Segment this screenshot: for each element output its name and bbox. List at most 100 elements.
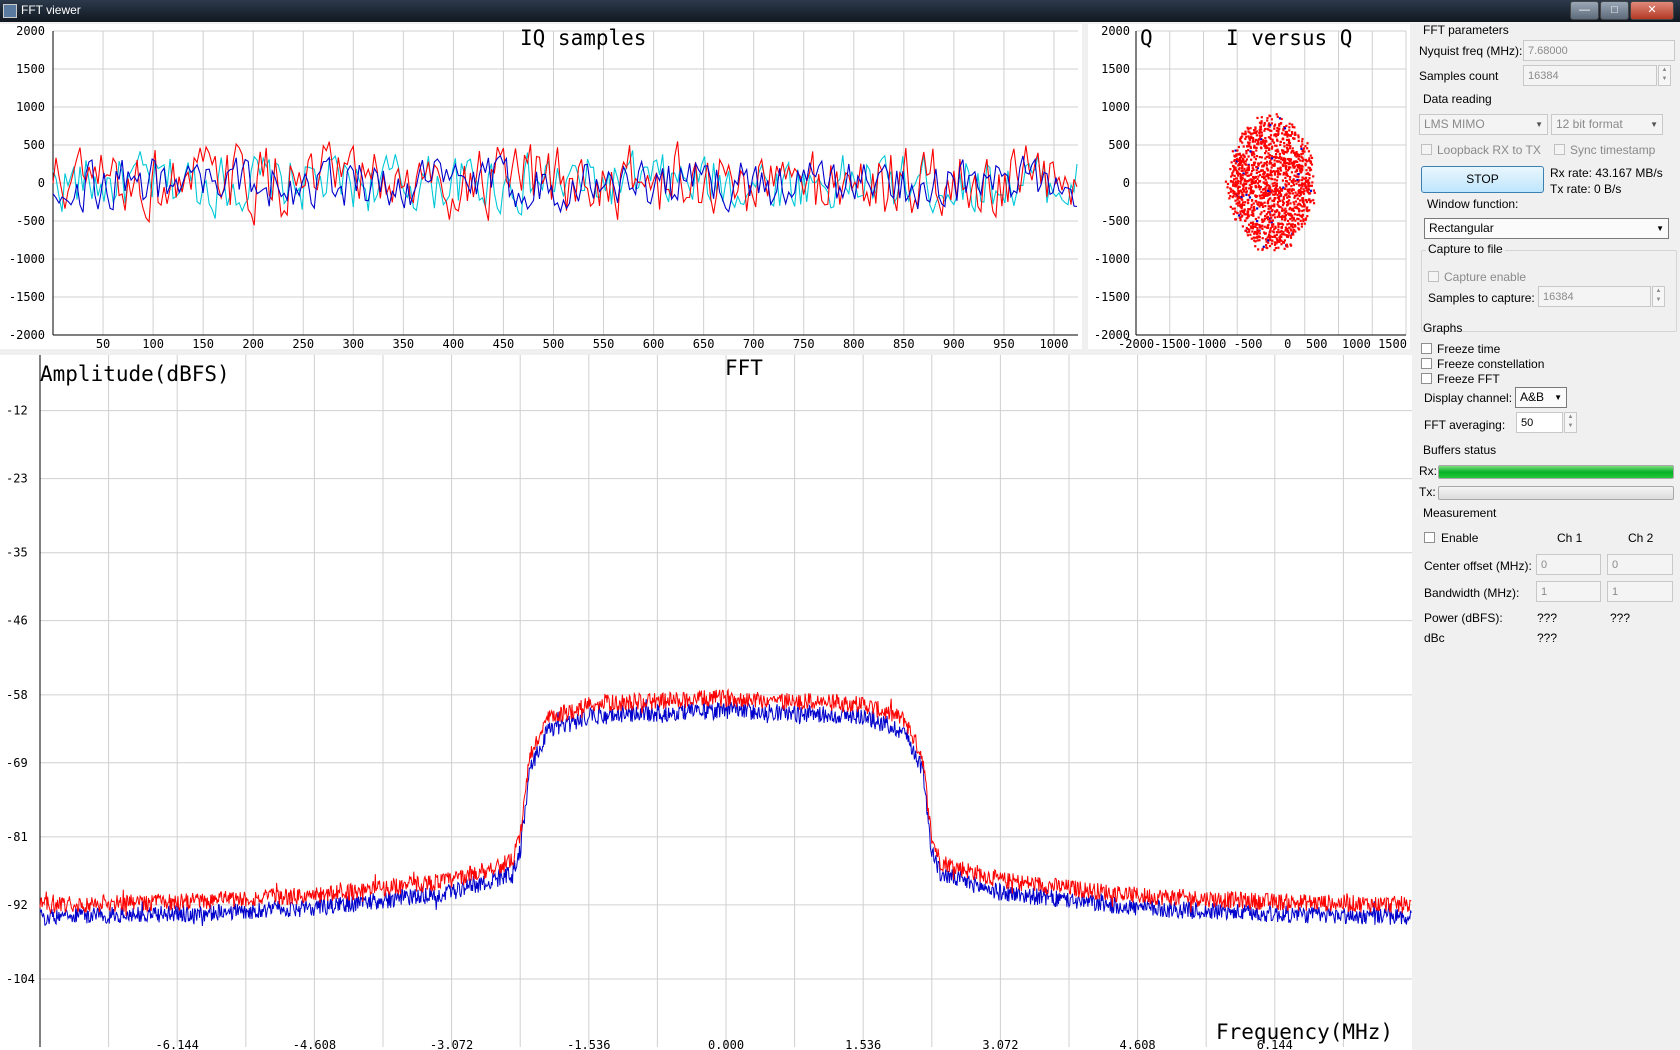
constellation-point bbox=[1240, 178, 1243, 181]
constellation-point bbox=[1273, 198, 1276, 201]
bandwidth-ch2-field[interactable]: 1 bbox=[1607, 581, 1673, 602]
constellation-point bbox=[1292, 188, 1295, 191]
constellation-point bbox=[1235, 180, 1239, 183]
rx-buffer-label: Rx: bbox=[1419, 464, 1437, 478]
constellation-point bbox=[1259, 125, 1262, 128]
source-select[interactable]: LMS MIMO ▼ bbox=[1419, 114, 1548, 135]
freeze-fft-label: Freeze FFT bbox=[1437, 372, 1500, 386]
constellation-point bbox=[1279, 193, 1282, 196]
fft-averaging-spinner[interactable]: ▲ ▼ bbox=[1564, 412, 1577, 433]
constellation-point bbox=[1246, 174, 1249, 177]
measurement-title: Measurement bbox=[1423, 506, 1497, 520]
constellation-point bbox=[1247, 155, 1250, 158]
constellation-point bbox=[1284, 130, 1287, 134]
constellation-point bbox=[1297, 165, 1300, 169]
loopback-checkbox[interactable] bbox=[1421, 144, 1432, 155]
constellation-point bbox=[1264, 152, 1267, 155]
constellation-point bbox=[1272, 214, 1275, 217]
constellation-point bbox=[1271, 189, 1274, 192]
freeze-time-checkbox[interactable] bbox=[1421, 343, 1432, 354]
samples-to-capture-spinner[interactable]: ▲ ▼ bbox=[1652, 286, 1665, 307]
constellation-point bbox=[1264, 157, 1267, 160]
constellation-point bbox=[1235, 172, 1239, 175]
constellation-point bbox=[1278, 172, 1281, 176]
constellation-point bbox=[1272, 190, 1275, 193]
constellation-point bbox=[1297, 134, 1300, 137]
center-offset-ch2-field[interactable]: 0 bbox=[1607, 554, 1673, 575]
constellation-point bbox=[1253, 146, 1256, 149]
y-tick-label: -81 bbox=[6, 830, 28, 844]
samples-count-field[interactable]: 16384 bbox=[1523, 65, 1657, 86]
constellation-point bbox=[1275, 237, 1278, 240]
constellation-point bbox=[1237, 185, 1240, 188]
constellation-point bbox=[1245, 190, 1248, 193]
constellation-point bbox=[1307, 185, 1310, 188]
constellation-point bbox=[1237, 159, 1241, 163]
constellation-point bbox=[1255, 222, 1258, 225]
constellation-point bbox=[1288, 231, 1291, 234]
x-tick-label: 3.072 bbox=[982, 1038, 1018, 1050]
constellation-point bbox=[1252, 205, 1256, 209]
constellation-point bbox=[1274, 144, 1277, 147]
constellation-point bbox=[1245, 152, 1248, 155]
constellation-point bbox=[1271, 219, 1274, 222]
constellation-point bbox=[1250, 181, 1253, 184]
nyquist-label: Nyquist freq (MHz): bbox=[1419, 44, 1523, 58]
constellation-point bbox=[1255, 166, 1258, 169]
format-select[interactable]: 12 bit format ▼ bbox=[1551, 114, 1663, 135]
center-offset-ch1-field[interactable]: 0 bbox=[1536, 554, 1601, 575]
constellation-point bbox=[1241, 132, 1244, 135]
constellation-point bbox=[1232, 195, 1235, 198]
constellation-point bbox=[1307, 198, 1310, 202]
sync-timestamp-checkbox[interactable] bbox=[1554, 144, 1565, 155]
bandwidth-ch1-field[interactable]: 1 bbox=[1536, 581, 1601, 602]
constellation-point bbox=[1281, 199, 1284, 202]
constellation-point bbox=[1273, 196, 1276, 200]
window-function-select[interactable]: Rectangular ▼ bbox=[1424, 218, 1669, 239]
constellation-point bbox=[1301, 140, 1304, 143]
constellation-point bbox=[1246, 228, 1249, 231]
constellation-point bbox=[1276, 167, 1280, 170]
constellation-point bbox=[1304, 217, 1308, 220]
constellation-point bbox=[1234, 168, 1237, 171]
constellation-point bbox=[1253, 144, 1256, 147]
constellation-point bbox=[1284, 229, 1287, 232]
constellation-point bbox=[1279, 161, 1282, 164]
constellation-point bbox=[1289, 202, 1292, 205]
minimize-button[interactable]: — bbox=[1570, 1, 1599, 20]
constellation-point bbox=[1282, 164, 1285, 168]
constellation-point bbox=[1252, 212, 1255, 215]
constellation-point bbox=[1250, 225, 1253, 228]
constellation-point bbox=[1275, 242, 1278, 245]
constellation-point bbox=[1287, 166, 1290, 169]
constellation-point bbox=[1247, 135, 1250, 138]
capture-enable-checkbox[interactable] bbox=[1428, 271, 1439, 282]
constellation-point bbox=[1302, 177, 1306, 180]
constellation-point bbox=[1274, 149, 1277, 152]
fft-averaging-field[interactable]: 50 bbox=[1516, 412, 1563, 433]
measurement-enable-checkbox[interactable] bbox=[1424, 532, 1435, 543]
freeze-fft-checkbox[interactable] bbox=[1421, 373, 1432, 384]
constellation-point bbox=[1279, 169, 1283, 172]
display-channel-select[interactable]: A&B ▼ bbox=[1515, 387, 1567, 408]
x-tick-label: -6.144 bbox=[156, 1038, 199, 1050]
constellation-point bbox=[1256, 219, 1259, 223]
constellation-point bbox=[1299, 193, 1302, 196]
close-button[interactable]: ✕ bbox=[1630, 1, 1674, 20]
stop-button[interactable]: STOP bbox=[1421, 166, 1544, 193]
constellation-point bbox=[1267, 155, 1270, 158]
constellation-point bbox=[1264, 193, 1267, 196]
constellation-point bbox=[1269, 186, 1272, 189]
constellation-point bbox=[1280, 117, 1283, 121]
samples-count-spinner[interactable]: ▲ ▼ bbox=[1658, 65, 1671, 86]
constellation-point bbox=[1251, 209, 1254, 213]
nyquist-field[interactable]: 7.68000 bbox=[1523, 40, 1675, 61]
samples-to-capture-field[interactable]: 16384 bbox=[1538, 286, 1651, 307]
constellation-point bbox=[1267, 193, 1271, 196]
freeze-constellation-checkbox[interactable] bbox=[1421, 358, 1432, 369]
constellation-point bbox=[1251, 221, 1255, 224]
constellation-point bbox=[1293, 195, 1297, 198]
constellation-point bbox=[1249, 173, 1252, 176]
maximize-button[interactable]: □ bbox=[1600, 1, 1629, 20]
constellation-point bbox=[1305, 172, 1308, 176]
